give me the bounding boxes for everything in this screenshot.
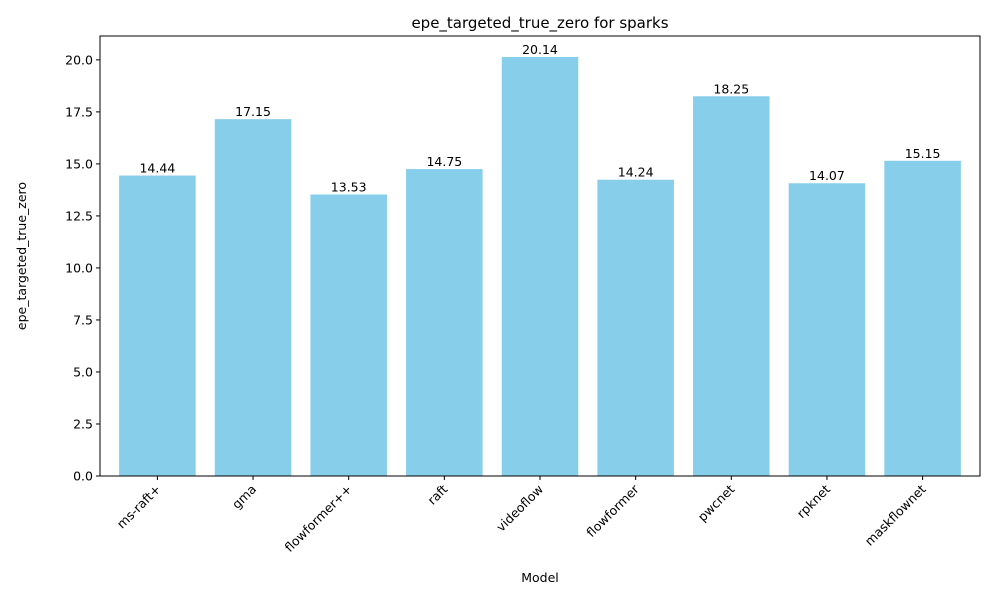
y-tick-label-6: 15.0 <box>65 156 93 171</box>
data-label-maskflownet: 15.15 <box>905 146 941 161</box>
x-tick-label-rpknet: rpknet <box>794 481 834 521</box>
y-axis: 0.0 2.5 5.0 7.5 10.0 12.5 15.0 17.5 20.0 <box>65 52 100 484</box>
x-tick-label-flowformer: flowformer <box>583 481 642 540</box>
x-tick-label-flowformer++: flowformer++ <box>282 482 355 555</box>
bar-ms-raft+ <box>119 175 196 476</box>
data-labels-layer: 14.44 17.15 13.53 14.75 20.14 14.24 18.25 14.07… <box>139 42 940 195</box>
bar-rpknet <box>788 183 866 476</box>
x-tick-label-videoflow: videoflow <box>493 482 546 535</box>
data-label-flowformer: 14.24 <box>618 165 654 180</box>
x-tick-label-ms-raft+: ms-raft+ <box>114 482 164 532</box>
data-label-videoflow: 20.14 <box>522 42 558 57</box>
x-axis-label: Model <box>521 570 559 585</box>
data-label-flowformer++: 13.53 <box>331 179 367 194</box>
y-tick-label-4: 10.0 <box>65 260 93 275</box>
data-label-rpknet: 14.07 <box>809 168 845 183</box>
data-label-gma: 17.15 <box>235 104 271 119</box>
plot-frame <box>99 35 981 477</box>
chart-title: epe_targeted_true_zero for sparks <box>411 14 668 33</box>
y-axis-label: epe_targeted_true_zero <box>14 182 29 330</box>
y-tick-label-3: 7.5 <box>73 312 93 327</box>
data-label-raft: 14.75 <box>426 154 462 169</box>
x-tick-label-raft: raft <box>424 481 450 507</box>
y-tick-label-1: 2.5 <box>73 416 93 431</box>
bar-gma <box>214 119 292 476</box>
bar-raft <box>406 169 483 476</box>
bar-pwcnet <box>693 96 770 477</box>
x-tick-label-maskflownet: maskflownet <box>862 481 929 548</box>
y-tick-label-8: 20.0 <box>65 52 93 67</box>
data-label-ms-raft+: 14.44 <box>139 161 175 176</box>
x-tick-label-pwcnet: pwcnet <box>695 481 738 524</box>
bars-layer <box>119 56 961 477</box>
data-label-pwcnet: 18.25 <box>713 81 749 96</box>
x-tick-label-gma: gma <box>229 482 259 512</box>
bar-flowformer <box>597 179 674 477</box>
y-tick-label-7: 17.5 <box>65 104 93 119</box>
bar-maskflownet <box>884 160 961 476</box>
y-tick-label-2: 5.0 <box>73 364 93 379</box>
y-tick-label-0: 0.0 <box>73 469 93 484</box>
x-axis: ms-raft+ gma flowformer++ raft videoflow flow… <box>114 476 929 555</box>
bar-flowformer++ <box>310 194 387 476</box>
y-tick-label-5: 12.5 <box>65 208 93 223</box>
bar-videoflow <box>501 56 579 476</box>
